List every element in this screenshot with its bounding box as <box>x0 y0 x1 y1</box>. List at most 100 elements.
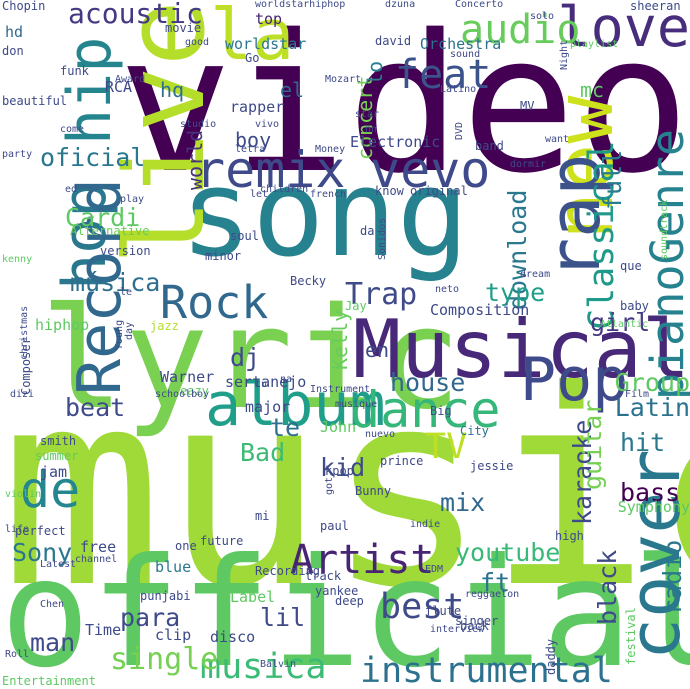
word-mv: MV <box>520 99 535 113</box>
word-ed: ed <box>65 184 78 195</box>
word-john: John <box>320 418 357 436</box>
word-indie: indie <box>410 519 441 530</box>
word-vivo: vivo <box>255 119 280 130</box>
word-track: track <box>305 569 342 583</box>
word-beat: beat <box>65 393 126 422</box>
word-label: Label <box>230 588 276 606</box>
word-hq: hq <box>160 78 185 102</box>
word-flute: flute <box>425 604 462 618</box>
word-remix: remix <box>195 141 346 199</box>
word-original: original <box>410 184 468 198</box>
word-neto: neto <box>435 284 460 295</box>
word-christmas: christmas <box>19 305 30 360</box>
word-atlantic: Atlantic <box>600 319 649 330</box>
word-studio: studio <box>180 119 217 130</box>
word-money: Money <box>315 144 346 155</box>
word-album: album <box>205 370 386 440</box>
word-warner: Warner <box>160 368 215 386</box>
word-becky: Becky <box>290 274 327 288</box>
word-day: day <box>124 321 135 340</box>
word-le: le <box>120 287 133 298</box>
word-te: te <box>270 413 301 442</box>
word-audio: audio <box>460 7 581 53</box>
word-let: let <box>250 189 269 200</box>
word-party: party <box>2 149 33 160</box>
word-smith: smith <box>40 434 77 448</box>
word-feat: feat <box>395 52 492 98</box>
word-don: don <box>2 44 24 58</box>
word-musique: musique <box>335 399 378 410</box>
word-full: full <box>598 149 627 210</box>
word-prince: prince <box>380 454 424 468</box>
word-cardi: Cardi <box>65 203 141 232</box>
word-mozart: Mozart <box>325 74 362 85</box>
word-electronic: Electronic <box>350 133 441 151</box>
word-nuevo: nuevo <box>365 429 396 440</box>
word-band: band <box>475 139 504 153</box>
word-pop: Pop <box>520 345 629 415</box>
word-dzuna: dzuna <box>385 0 416 10</box>
word-singer: singer <box>455 614 499 628</box>
word-house: house <box>390 368 466 397</box>
word-children: children <box>260 184 309 195</box>
word-da: da <box>360 224 375 238</box>
word-roll: Roll <box>5 649 30 660</box>
word-disco: disco <box>210 628 256 646</box>
word-blue: blue <box>155 558 192 576</box>
word-violin: violin <box>5 489 42 500</box>
word-dream: dream <box>520 269 551 280</box>
word-best: best <box>380 587 465 627</box>
word-play: play <box>120 194 145 205</box>
word-kid: kid <box>320 453 366 482</box>
word-youtube: youtube <box>455 538 561 567</box>
word-star: star <box>355 109 380 120</box>
word-alternative: Alternative <box>70 224 150 238</box>
word-trap: Trap <box>345 277 418 312</box>
word-black: black <box>593 549 622 625</box>
word-radio: radio <box>658 539 687 615</box>
word-film: Film <box>625 389 650 400</box>
word-schoolboy: schoolboy <box>155 389 210 400</box>
word-oficial: oficial <box>40 143 146 172</box>
word-love: love <box>557 0 690 59</box>
word-group: Group <box>614 368 690 397</box>
word-bad: Bad <box>240 438 286 467</box>
word-ft: ft <box>480 568 511 597</box>
word-balvin: Balvin <box>260 659 297 670</box>
word-lil: lil <box>260 603 306 632</box>
word-kpop: kpop <box>325 464 354 478</box>
word-funk: funk <box>60 64 89 78</box>
word-latin: Latin <box>614 393 690 422</box>
word-playlist: playlist <box>570 39 619 50</box>
word-jazz: jazz <box>150 319 179 333</box>
word-man: man <box>30 628 76 657</box>
word-official: official <box>0 527 690 689</box>
word-bass: bass <box>620 478 681 507</box>
word-minor: minor <box>205 249 242 263</box>
word-recording: Recording <box>255 564 321 578</box>
word-chopin: Chopin <box>2 0 46 13</box>
word-lo: lo <box>363 60 387 85</box>
word-come: come <box>60 124 85 135</box>
word-reggaeton: reggaeton <box>465 589 520 600</box>
word-hiphop: hiphop <box>35 316 90 334</box>
word-city: City <box>460 424 489 438</box>
word-deep: deep <box>335 594 364 608</box>
word-symphony: Symphony <box>617 498 690 516</box>
word-time: Time <box>85 621 122 639</box>
word-kenny: kenny <box>2 254 33 265</box>
word-soundtrack: soundtrack <box>659 199 670 260</box>
word-life: life <box>5 524 30 535</box>
word-rca: RCA <box>105 78 133 96</box>
word-version: version <box>100 244 151 258</box>
word-paul: paul <box>320 519 349 533</box>
word-jessie: jessie <box>470 459 514 473</box>
word-en: en <box>365 338 390 362</box>
word-movie: movie <box>165 21 202 35</box>
word-letra: letra <box>235 144 266 155</box>
word-chen: Chen <box>40 599 65 610</box>
word-para: para <box>120 603 181 632</box>
word-mc: mc <box>580 78 605 102</box>
word-dance: dance <box>350 381 501 439</box>
word-good: good <box>185 37 210 48</box>
